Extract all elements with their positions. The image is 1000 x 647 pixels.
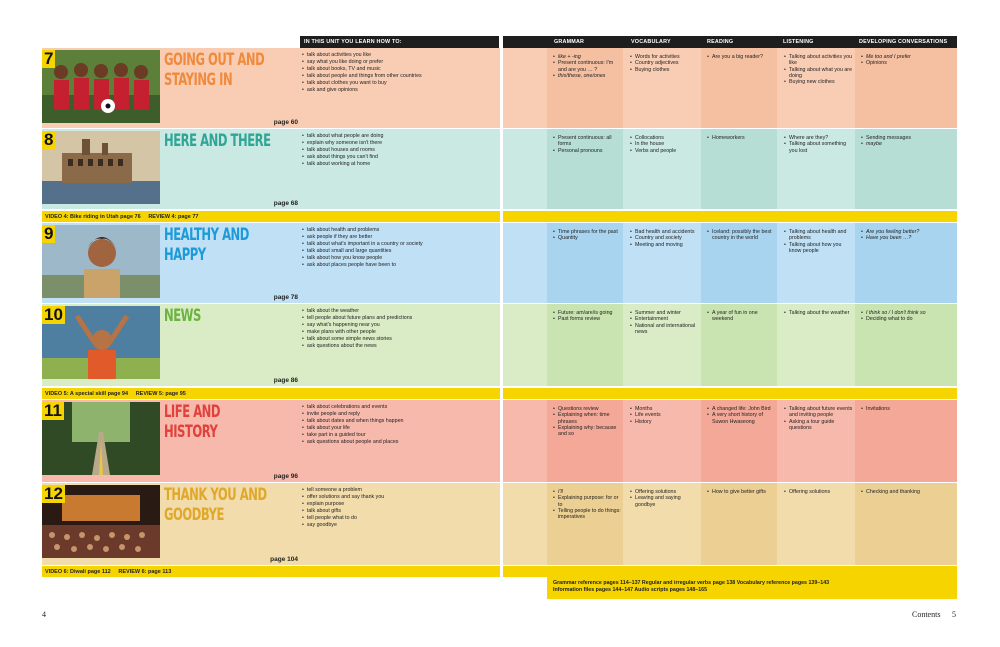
unit-12-title: THANK YOU AND GOODBYE (164, 485, 267, 524)
unit-10-row: 10 NEWS page 86 talk about the weatherte… (42, 304, 500, 386)
unit-9-page: page 78 (273, 294, 298, 301)
unit-8-goals: talk about what people are doingexplain … (302, 133, 498, 168)
unit-8-vocabulary: CollocationsIn the houseVerbs and people (624, 129, 700, 209)
unit-12-details: I'llExplaining purpose: for or toTelling… (503, 483, 957, 565)
unit-11-title: LIFE AND HISTORY (164, 402, 221, 441)
unit-10-reading: A year of fun in one weekend (701, 304, 777, 386)
unit-10-vocabulary: Summer and winterEntertainmentNational a… (624, 304, 700, 386)
listening-header: LISTENING (783, 39, 814, 45)
video-review-bar-5-right (503, 388, 957, 399)
unit-8-photo (42, 131, 160, 204)
unit-9-photo (42, 225, 160, 298)
unit-8-grammar: Present continuous: all formsPersonal pr… (547, 129, 623, 209)
unit-7-page: page 60 (273, 119, 298, 126)
unit-9-reading: Iceland: possibly the best country in th… (701, 223, 777, 303)
unit-11-vocabulary: MonthsLife eventsHistory (624, 400, 700, 482)
video-review-bar-4-right (503, 211, 957, 222)
vocabulary-header: VOCABULARY (631, 39, 671, 45)
reference-footer: Grammar reference pages 114–137 Regular … (547, 577, 957, 599)
unit-8-details: Present continuous: all formsPersonal pr… (503, 129, 957, 209)
grammar-header: GRAMMAR (554, 39, 585, 45)
unit-7-grammar: like + -ingPresent continuous: I'm and a… (547, 48, 623, 128)
unit-9-vocabulary: Bad health and accidentsCountry and soci… (624, 223, 700, 303)
unit-8-number: 8 (42, 130, 56, 149)
unit-8-conversations: Sending messagesmaybe (855, 129, 957, 209)
unit-12-page: page 104 (270, 556, 298, 563)
unit-10-listening: Talking about the weather (778, 304, 854, 386)
unit-7-conversations: Me too and I preferOpinions (855, 48, 957, 128)
contents-label: Contents (912, 610, 941, 619)
unit-8-title: HERE AND THERE (164, 131, 271, 150)
review-6-link[interactable]: REVIEW 6: page 113 (118, 569, 172, 575)
unit-7-details: like + -ingPresent continuous: I'm and a… (503, 48, 957, 128)
unit-12-goals: tell someone a problemoffer solutions an… (302, 487, 498, 528)
unit-11-number: 11 (42, 401, 64, 420)
page-number-right: 5 (952, 610, 956, 619)
unit-12-number: 12 (42, 484, 65, 503)
conversations-header: DEVELOPING CONVERSATIONS (859, 39, 948, 45)
unit-9-goals: talk about health and problemsask people… (302, 227, 498, 268)
video-review-bar-4: VIDEO 4: Bike riding in Utah page 76 REV… (42, 211, 500, 222)
video-4-link[interactable]: VIDEO 4: Bike riding in Utah page 76 (45, 214, 141, 220)
unit-9-title: HEALTHY AND HAPPY (164, 225, 249, 264)
reading-header: READING (707, 39, 734, 45)
unit-11-details: Questions reviewExplaining when: time ph… (503, 400, 957, 482)
page-number-left: 4 (42, 610, 46, 619)
unit-8-reading: Homeworkers (701, 129, 777, 209)
unit-10-number: 10 (42, 305, 65, 324)
unit-9-conversations: Are you feeling better?Have you been …? (855, 223, 957, 303)
unit-7-title: GOING OUT AND STAYING IN (164, 50, 265, 89)
unit-10-title: NEWS (164, 306, 201, 325)
video-review-bar-5: VIDEO 5: A special skill page 94 REVIEW … (42, 388, 500, 399)
unit-7-vocabulary: Words for activitiesCountry adjectivesBu… (624, 48, 700, 128)
unit-9-details: Time phrases for the pastQuantity Bad he… (503, 223, 957, 303)
unit-7-listening: Talking about activities you likeTalking… (778, 48, 854, 128)
unit-10-photo (42, 306, 160, 379)
video-review-bar-6: VIDEO 6: Diwali page 112 REVIEW 6: page … (42, 566, 500, 577)
unit-10-goals: talk about the weathertell people about … (302, 308, 498, 349)
unit-8-listening: Where are they?Talking about something y… (778, 129, 854, 209)
unit-goals-header: IN THIS UNIT YOU LEARN HOW TO: (304, 39, 402, 45)
reference-line-2: Information files pages 144–147 Audio sc… (553, 587, 708, 593)
unit-8-row: 8 HERE AND THERE page 68 talk about what… (42, 129, 500, 209)
unit-11-page: page 96 (273, 473, 298, 480)
unit-11-grammar: Questions reviewExplaining when: time ph… (547, 400, 623, 482)
unit-10-page: page 86 (273, 377, 298, 384)
unit-9-listening: Talking about health and problemsTalking… (778, 223, 854, 303)
reference-line-1: Grammar reference pages 114–137 Regular … (553, 580, 830, 586)
unit-11-listening: Talking about future events and inviting… (778, 400, 854, 482)
unit-9-number: 9 (42, 224, 56, 243)
unit-11-conversations: Invitations (855, 400, 957, 482)
unit-8-page: page 68 (273, 200, 298, 207)
review-5-link[interactable]: REVIEW 5: page 95 (135, 391, 186, 397)
video-6-link[interactable]: VIDEO 6: Diwali page 112 (45, 569, 111, 575)
unit-9-grammar: Time phrases for the pastQuantity (547, 223, 623, 303)
right-header-bar: GRAMMAR VOCABULARY READING LISTENING DEV… (503, 36, 957, 48)
unit-12-reading: How to give better gifts (701, 483, 777, 565)
unit-7-reading: Are you a big reader? (701, 48, 777, 128)
review-4-link[interactable]: REVIEW 4: page 77 (148, 214, 199, 220)
unit-12-listening: Offering solutions (778, 483, 854, 565)
unit-11-reading: A changed life: John BirdA very short hi… (701, 400, 777, 482)
unit-11-goals: talk about celebrations and eventsinvite… (302, 404, 498, 445)
unit-7-number: 7 (42, 49, 56, 68)
left-header-bar: IN THIS UNIT YOU LEARN HOW TO: (300, 36, 499, 48)
unit-12-grammar: I'llExplaining purpose: for or toTelling… (547, 483, 623, 565)
unit-7-goals: talk about activities you likesay what y… (302, 52, 498, 93)
unit-10-conversations: I think so / I don't think soDeciding wh… (855, 304, 957, 386)
unit-10-details: Future: am/are/is goingPast forms review… (503, 304, 957, 386)
video-review-bar-6-right (503, 566, 957, 577)
unit-7-photo (42, 50, 160, 123)
unit-12-vocabulary: Offering solutionsLeaving and saying goo… (624, 483, 700, 565)
video-5-link[interactable]: VIDEO 5: A special skill page 94 (45, 391, 129, 397)
unit-12-conversations: Checking and thanking (855, 483, 957, 565)
unit-10-grammar: Future: am/are/is goingPast forms review (547, 304, 623, 386)
